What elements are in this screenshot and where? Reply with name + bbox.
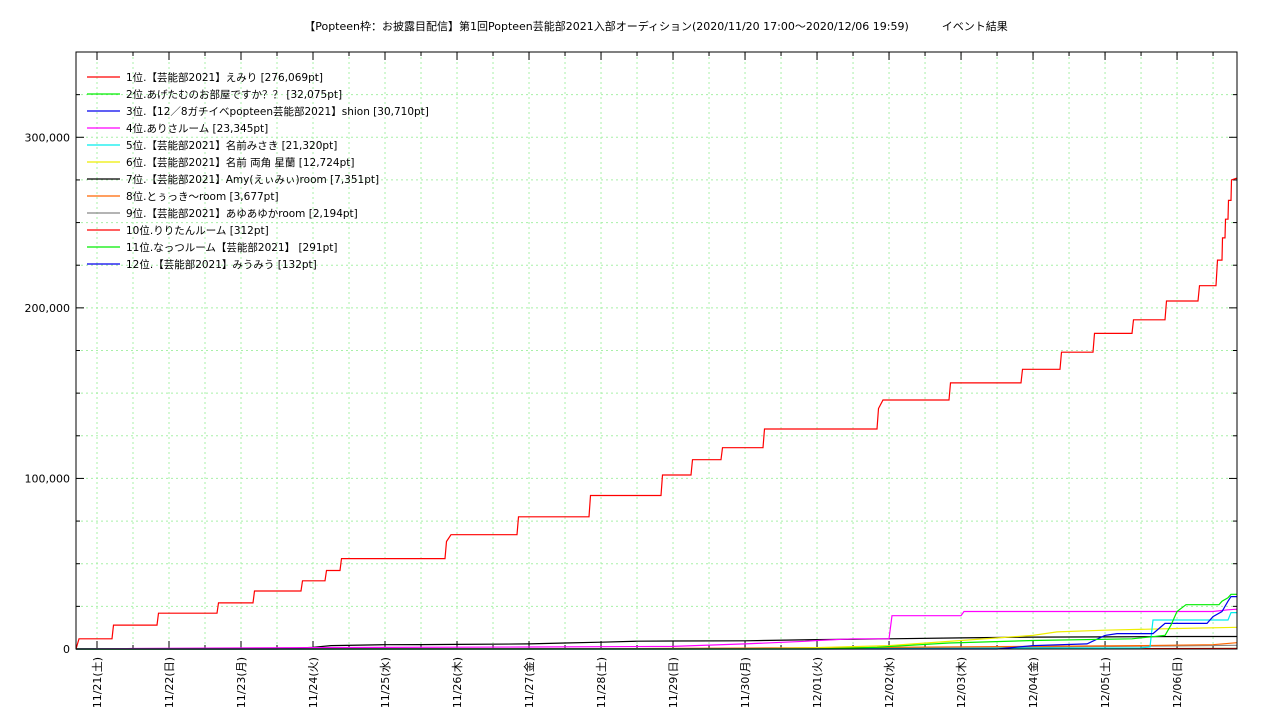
legend-label: 5位.【芸能部2021】名前みさき [21,320pt] xyxy=(126,139,337,152)
x-tick-label: 12/01(火) xyxy=(811,657,824,708)
legend-label: 9位.【芸能部2021】あゆあゆかroom [2,194pt] xyxy=(126,207,358,220)
legend-label: 6位.【芸能部2021】名前 両角 星蘭 [12,724pt] xyxy=(126,156,354,169)
y-tick-label: 200,000 xyxy=(25,302,71,315)
legend-label: 1位.【芸能部2021】えみり [276,069pt] xyxy=(126,71,323,84)
x-tick-label: 11/28(土) xyxy=(595,657,608,708)
legend-label: 3位.【12／8ガチイベpopteen芸能部2021】shion [30,710… xyxy=(126,105,429,118)
x-tick-label: 12/06(日) xyxy=(1171,657,1184,708)
y-tick-label: 300,000 xyxy=(25,131,71,144)
x-axis: 11/21(土) 11/22(日) 11/23(月) 11/24(火) 11/25(水)… xyxy=(91,52,1214,708)
legend-label: 10位.りりたんルーム [312pt] xyxy=(126,224,269,237)
x-tick-label: 11/24(火) xyxy=(307,657,320,708)
x-tick-label: 11/26(木) xyxy=(451,657,464,708)
legend-label: 7位.【芸能部2021】Amy(えぃみぃ)room [7,351pt] xyxy=(126,173,379,186)
series-line xyxy=(76,626,1238,650)
legend-label: 2位.あげたむのお部屋ですか？？ [32,075pt] xyxy=(126,88,342,101)
x-tick-label: 12/03(木) xyxy=(955,657,968,708)
series-line xyxy=(76,611,1237,650)
x-tick-label: 11/23(月) xyxy=(235,657,248,708)
x-tick-label: 11/22(日) xyxy=(163,657,176,708)
legend-label: 12位.【芸能部2021】みうみう [132pt] xyxy=(126,258,317,271)
x-tick-label: 11/27(金) xyxy=(522,657,536,708)
plot-frame xyxy=(75,51,1238,650)
series-line xyxy=(75,177,1238,650)
series-line xyxy=(75,608,1238,650)
y-tick-label: 100,000 xyxy=(25,472,71,485)
x-tick-label: 11/29(日) xyxy=(667,657,680,708)
x-tick-label: 12/05(土) xyxy=(1099,657,1112,708)
x-tick-label: 11/25(水) xyxy=(379,657,392,708)
legend-label: 8位.とぅっき〜room [3,677pt] xyxy=(126,190,279,203)
legend-label: 4位.ありさルーム [23,345pt] xyxy=(126,122,268,135)
legend: 1位.【芸能部2021】えみり [276,069pt] 2位.あげたむのお部屋です… xyxy=(87,71,429,271)
x-tick-label: 11/30(月) xyxy=(739,657,752,708)
y-axis: 0 100,000 200,000 300,000 xyxy=(25,94,1237,656)
x-tick-label: 12/02(水) xyxy=(883,657,896,708)
x-tick-label: 11/21(土) xyxy=(91,657,104,708)
chart-title: 【Popteen枠：お披露目配信】第1回Popteen芸能部2021入部オーディ… xyxy=(304,19,1008,33)
grid xyxy=(76,52,1237,649)
series-line xyxy=(76,593,1237,650)
x-tick-label: 12/04(金) xyxy=(1026,657,1040,708)
legend-label: 11位.なっつルーム【芸能部2021】 [291pt] xyxy=(126,241,337,254)
series-line xyxy=(76,635,1237,650)
y-tick-label: 0 xyxy=(63,643,70,656)
series-line xyxy=(76,595,1237,650)
